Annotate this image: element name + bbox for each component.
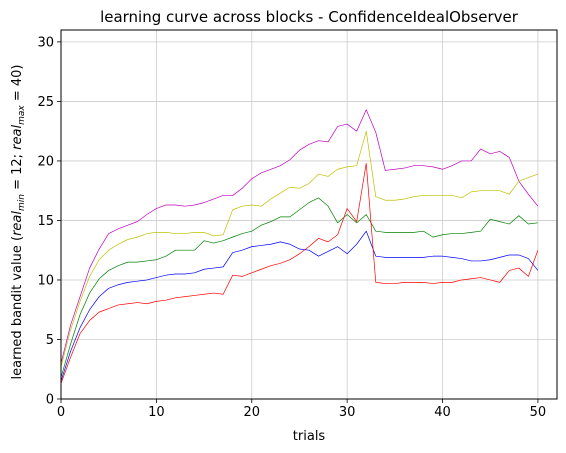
series-line-4 (60, 230, 539, 382)
y-axis-label: learned bandit value (realmin = 12; real… (10, 64, 27, 379)
x-tick-label: 50 (530, 405, 547, 420)
series-layer (60, 109, 539, 384)
series-line-2 (60, 130, 539, 367)
x-tick-label: 30 (339, 405, 356, 420)
y-axis-label-real-min: real (10, 211, 25, 236)
y-tick-label: 30 (37, 35, 54, 50)
y-tick-label: 25 (37, 95, 54, 110)
grid (60, 30, 557, 400)
x-tick-label: 0 (57, 405, 65, 420)
series-line-1 (60, 109, 539, 364)
y-axis-label-eq-min: = 12; (10, 150, 25, 194)
y-tick-label: 20 (37, 154, 54, 169)
x-tick-label: 20 (243, 405, 260, 420)
x-axis-ticks: 0 10 20 30 40 50 (57, 399, 546, 420)
y-axis-label-text: learned bandit value ( (10, 236, 25, 380)
y-tick-label: 10 (37, 273, 54, 288)
y-tick-label: 15 (37, 214, 54, 229)
y-axis-label-sub-max: max (17, 105, 27, 125)
series-line-5 (60, 162, 539, 384)
chart-title: learning curve across blocks - Confidenc… (100, 8, 519, 26)
y-axis-label-sub-min: min (17, 194, 27, 211)
y-axis-label-real-max: real (10, 124, 25, 149)
plot-area (61, 30, 557, 399)
y-axis-ticks: 0 5 10 15 20 25 30 (37, 35, 61, 408)
x-tick-label: 10 (148, 405, 165, 420)
x-axis-label: trials (293, 429, 326, 444)
x-tick-label: 40 (434, 405, 451, 420)
plot-frame (60, 29, 558, 400)
y-tick-label: 0 (46, 393, 54, 408)
y-tick-label: 5 (46, 333, 54, 348)
y-axis-label-eq-max: = 40) (10, 64, 25, 105)
series-line-3 (60, 197, 538, 378)
